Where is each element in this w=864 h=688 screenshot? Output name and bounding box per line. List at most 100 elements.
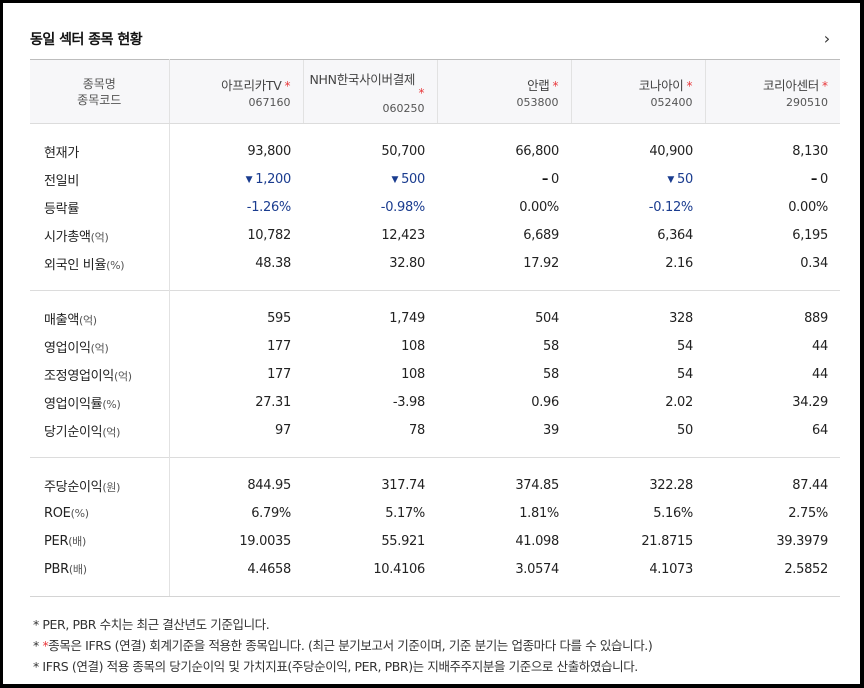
row-label-text: 등락률 [44,201,79,217]
value-text: 19.0035 [239,533,291,549]
value-cell: ▼ 500 [303,165,437,193]
value-text: 0 [820,171,828,187]
company-name-link[interactable]: NHN한국사이버결제 [309,71,416,87]
spacer-cell [705,277,840,291]
value-text: 5.17% [385,505,425,521]
ifrs-star-mark: * [552,78,559,93]
value-cell: 10.4106 [303,555,437,583]
company-name-link[interactable]: 코리아센터 [762,77,819,93]
separator-cell [30,290,170,291]
row-unit: (%) [106,258,125,272]
value-cell: 78 [303,416,437,444]
row-label-text: 매출액 [44,312,79,328]
value-cell: 87.44 [705,471,840,499]
value-text: 5.16% [653,505,693,521]
value-cell: 8,130 [705,137,840,165]
separator-cell [30,457,170,458]
value-cell: -0.98% [303,193,437,221]
table-row: 현재가 93,800 50,700 66,800 40,900 8,130 [30,137,840,165]
value-text: 0 [551,171,559,187]
separator-cell [705,290,840,291]
company-header[interactable]: 코나아이 * 052400 [570,59,705,124]
value-text: 78 [409,422,425,438]
value-cell: 108 [303,332,437,360]
spacer-cell [30,277,170,291]
value-text: 32.80 [389,255,425,271]
value-cell: 44 [705,332,840,360]
spacer-cell [30,583,170,597]
row-unit: (억) [90,341,109,355]
value-text: 27.31 [255,394,291,410]
row-unit: (%) [102,397,121,411]
spacer-cell [705,291,840,304]
spacer-cell [30,458,170,471]
value-text: 39 [543,422,559,438]
value-text: 50 [677,171,693,187]
value-cell: 97 [169,416,303,444]
value-text: 3.0574 [515,561,559,577]
value-text: 21.8715 [641,533,693,549]
row-label-text: 영업이익 [44,340,91,356]
value-text: 58 [543,338,559,354]
separator-cell [169,457,303,458]
company-header[interactable]: 아프리카TV * 067160 [168,59,303,124]
company-header[interactable]: 안랩 * 053800 [436,59,571,124]
value-text: 40,900 [649,143,693,159]
spacer-cell [169,277,303,291]
value-text: 595 [267,310,291,326]
value-cell: -0.12% [571,193,705,221]
value-cell: 6,689 [437,221,571,249]
value-text: 12,423 [381,227,425,243]
chevron-right-icon[interactable]: › [823,29,831,48]
company-name-link[interactable]: 코나아이 [638,77,684,93]
value-cell: ▼ 50 [571,165,705,193]
row-label: 등락률 [30,193,170,221]
value-text: 8,130 [792,143,828,159]
spacer-cell [705,583,840,597]
value-cell: 2.16 [571,249,705,277]
row-label-text: 당기순이익 [44,424,103,440]
value-text: 889 [804,310,828,326]
company-header[interactable]: 코리아센터 * 290510 [704,59,840,124]
spacer-cell [303,458,437,471]
spacer-cell [303,444,437,458]
value-text: 108 [401,366,425,382]
table-row: 영업이익률(%) 27.31 -3.98 0.96 2.02 34.29 [30,388,840,416]
table-row: 조정영업이익(억) 177 108 58 54 44 [30,360,840,388]
value-cell: 93,800 [169,137,303,165]
company-name-link[interactable]: 안랩 [527,77,550,93]
ifrs-star-mark: * [686,78,693,93]
value-cell: 1,749 [303,304,437,332]
value-text: 504 [535,310,559,326]
value-cell: 6.79% [169,499,303,527]
row-label: 현재가 [30,137,170,165]
ifrs-star-mark: * [822,78,828,93]
value-cell: 5.17% [303,499,437,527]
table-row: 매출액(억) 595 1,749 504 328 889 [30,304,840,332]
company-name-link[interactable]: 아프리카TV [221,77,282,93]
spacer-cell [30,291,170,304]
value-text: 39.3979 [776,533,828,549]
down-arrow-icon: ▼ [391,174,399,185]
row-unit: (억) [113,369,132,383]
footnote-bullet: * [33,638,43,653]
value-cell: 317.74 [303,471,437,499]
separator-cell [437,290,571,291]
spacer-cell [303,291,437,304]
spacer-cell [437,444,571,458]
panel-header: 동일 섹터 종목 현황 › [30,27,840,51]
spacer-cell [705,458,840,471]
row-label-text: ROE [44,505,71,521]
value-text: 2.75% [788,505,828,521]
company-header[interactable]: NHN한국사이버결제 * 060250 [302,59,437,124]
value-text: 317.74 [381,477,425,493]
value-text: 87.44 [792,477,828,493]
spacer-row [30,277,840,291]
table-row: ROE(%) 6.79% 5.17% 1.81% 5.16% 2.75% [30,499,840,527]
separator-cell [303,290,437,291]
spacer-cell [303,124,437,138]
row-unit: (억) [78,313,97,327]
spacer-cell [705,124,840,138]
value-text: 97 [275,422,291,438]
row-label: 주당순이익(원) [30,471,170,499]
